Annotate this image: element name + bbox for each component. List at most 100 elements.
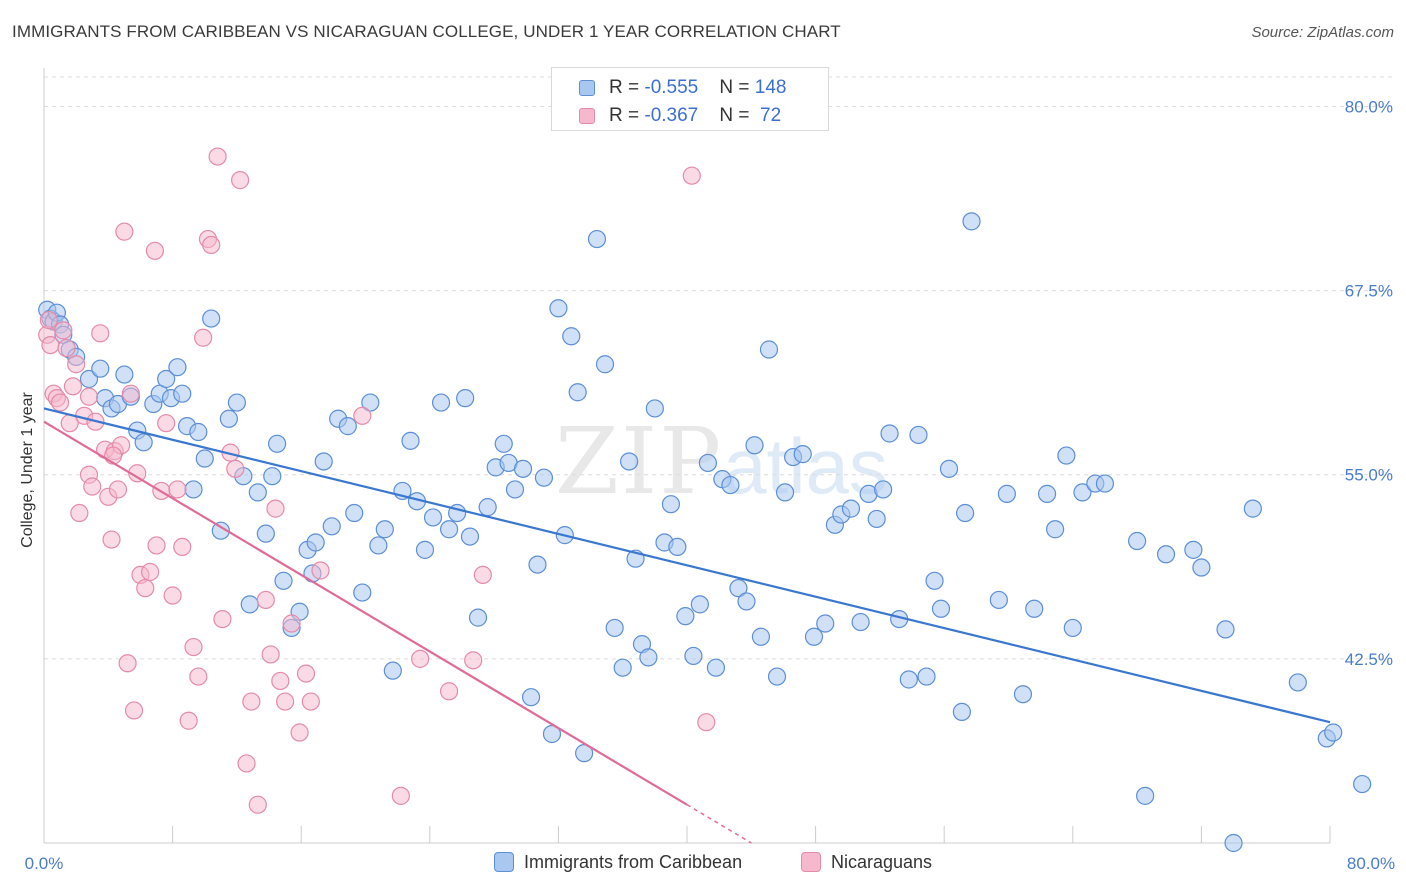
nicaraguan-point [202, 235, 221, 255]
caribbean-point [661, 495, 681, 514]
caribbean-point [595, 355, 615, 374]
nicaraguan-point [290, 723, 309, 742]
caribbean-point [562, 327, 581, 346]
caribbean-point [841, 499, 861, 518]
nicaraguan-point [237, 754, 256, 773]
bottom-legend-label: Immigrants from Caribbean [524, 852, 743, 872]
caribbean-point [997, 484, 1016, 503]
caribbean-point [195, 449, 214, 468]
nicaraguan-point [311, 561, 330, 580]
legend-r-label: R = [609, 105, 645, 126]
nicaraguan-trendline-extension [686, 804, 752, 844]
caribbean-point [1057, 446, 1076, 465]
nicaraguan-point [54, 321, 73, 340]
caribbean-point [931, 599, 951, 618]
caribbean-point [587, 229, 607, 249]
nicaraguan-point [168, 480, 187, 499]
caribbean-point [1243, 499, 1262, 518]
caribbean-point [952, 702, 971, 721]
bottom-legend-label: Nicaraguans [831, 852, 933, 872]
caribbean-point [248, 483, 267, 502]
nicaraguan-point [276, 692, 295, 711]
caribbean-point [684, 646, 703, 666]
nicaraguan-point [256, 590, 275, 610]
caribbean-point [415, 540, 435, 559]
caribbean-point [401, 431, 420, 450]
caribbean-point [322, 517, 341, 536]
nicaraguan-point [179, 711, 198, 730]
caribbean-point [115, 365, 134, 384]
caribbean-point [851, 612, 870, 632]
caribbean-point [1025, 599, 1044, 618]
caribbean-point [528, 555, 547, 574]
y-tick-label: 42.5% [1345, 650, 1393, 669]
nicaraguan-point [353, 406, 372, 425]
caribbean-point [1156, 545, 1176, 564]
nicaraguan-point [301, 692, 320, 711]
caribbean-point [955, 503, 975, 523]
caribbean-point [804, 627, 824, 646]
nicaraguan-point [282, 614, 301, 633]
caribbean-point [549, 299, 568, 318]
bottom-legend-caribbean: Immigrants from Caribbean [494, 852, 742, 873]
caribbean-point [521, 688, 541, 707]
nicaraguan-point [391, 786, 410, 805]
caribbean-point [737, 592, 756, 611]
nicaraguan-point [189, 667, 208, 686]
caribbean-point [668, 537, 687, 557]
caribbean-point [369, 536, 388, 555]
caribbean-point [1073, 483, 1092, 502]
nicaraguan-point [163, 586, 182, 605]
caribbean-point [745, 436, 764, 455]
nicaraguan-point [147, 536, 166, 555]
caribbean-point [168, 358, 187, 377]
caribbean-point [431, 393, 451, 412]
caribbean-point [1095, 474, 1115, 493]
nicaraguan-point [226, 459, 245, 478]
nicaraguan-point [439, 682, 459, 701]
caribbean-point [1136, 786, 1155, 805]
nicaraguan-point [697, 713, 716, 732]
caribbean-point [460, 527, 480, 546]
caribbean-point [468, 608, 488, 627]
nicaraguan-point [682, 166, 701, 185]
nicaraguan-point [57, 338, 76, 358]
nicaraguan-point [140, 562, 160, 582]
caribbean-point [439, 520, 459, 539]
nicaraguan-point [242, 692, 261, 711]
nicaraguan-point [248, 795, 267, 814]
caribbean-point [698, 453, 717, 473]
nicaraguan-point [271, 671, 290, 691]
caribbean-point [423, 508, 443, 527]
nicaraguan-point [411, 649, 430, 668]
caribbean-point [721, 475, 740, 495]
caribbean-point [345, 503, 364, 523]
nicaraguan-point [115, 222, 134, 241]
caribbean-point [1192, 558, 1211, 577]
caribbean-point [759, 340, 779, 359]
bottom-legend-swatch-blue [494, 852, 514, 872]
caribbean-point [1288, 673, 1307, 692]
caribbean-point [256, 524, 275, 543]
nicaraguan-point [118, 654, 137, 673]
legend-n-label: N = [719, 77, 755, 98]
nicaraguan-point [41, 336, 60, 355]
nicaraguan-point [91, 324, 110, 343]
caribbean-point [173, 384, 192, 403]
caribbean-point [219, 409, 238, 428]
stats-legend: R = -0.555 N = 148 R = -0.367 N = 72 [551, 67, 829, 131]
caribbean-point [793, 445, 812, 464]
caribbean-point [925, 571, 944, 590]
caribbean-point [211, 521, 230, 540]
nicaraguan-point [136, 579, 155, 598]
bottom-legend-nicaraguans: Nicaraguans [801, 852, 932, 873]
caribbean-point [909, 425, 928, 445]
caribbean-point [79, 369, 99, 389]
nicaraguan-point [194, 328, 213, 347]
nicaraguan-point [50, 393, 70, 412]
caribbean-point [639, 648, 658, 667]
nicaraguan-point [261, 645, 280, 664]
caribbean-point [338, 417, 357, 436]
nicaraguan-point [473, 565, 492, 585]
